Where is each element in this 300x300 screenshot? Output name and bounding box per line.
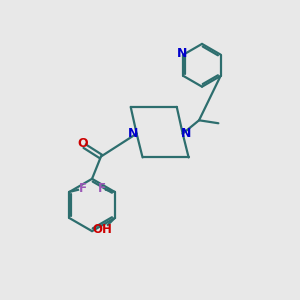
- Text: F: F: [79, 182, 86, 195]
- Text: OH: OH: [92, 224, 112, 236]
- Text: N: N: [182, 127, 192, 140]
- Text: F: F: [98, 182, 106, 195]
- Text: N: N: [128, 127, 138, 140]
- Text: O: O: [77, 137, 88, 150]
- Text: N: N: [177, 46, 187, 60]
